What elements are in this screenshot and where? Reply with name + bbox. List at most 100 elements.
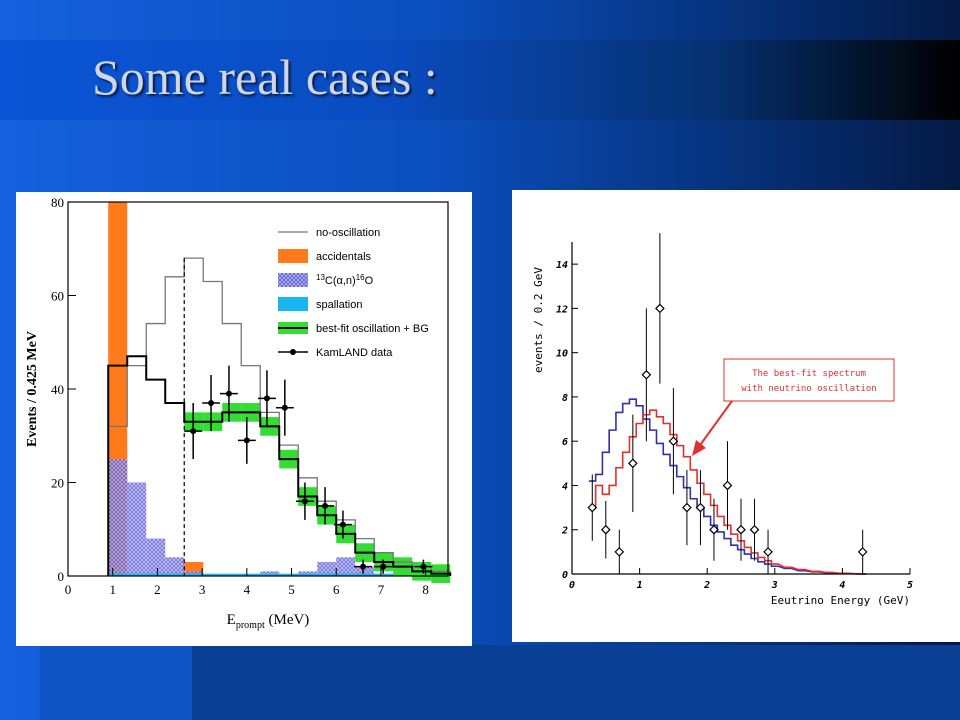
data-point	[243, 437, 250, 444]
y-tick-label: 40	[51, 382, 64, 397]
legend-label: best-fit oscillation + BG	[316, 323, 429, 335]
legend-label: accidentals	[316, 251, 372, 263]
spallation-bar	[146, 573, 166, 576]
data-point	[857, 547, 868, 557]
data-point	[614, 547, 625, 557]
x-axis-label: Eeutrino Energy (GeV)	[771, 594, 910, 607]
x-tick-label: 1	[637, 580, 643, 591]
data-point	[600, 524, 611, 535]
c13-bar	[108, 459, 128, 576]
annotation-arrowhead	[692, 440, 706, 456]
slide-title: Some real cases :	[92, 49, 438, 105]
y-tick-label: 0	[58, 569, 65, 584]
legend-swatch-c13	[278, 273, 308, 287]
data-point	[281, 404, 288, 411]
data-point	[682, 502, 692, 513]
spallation-bar	[374, 573, 394, 576]
spallation-bar	[108, 573, 128, 576]
y-tick-label: 80	[51, 195, 64, 210]
annotation-line-2: with neutrino oscillation	[741, 384, 876, 394]
legend-label: spallation	[316, 299, 362, 311]
x-tick-label: 1	[109, 582, 116, 597]
x-tick-label: 8	[422, 582, 429, 597]
y-axis-label: events / 0.2 GeV	[532, 267, 545, 373]
spallation-bar	[279, 573, 299, 576]
annotation-arrow-shaft	[697, 400, 733, 449]
x-tick-label: 3	[199, 582, 206, 597]
c13-bar	[146, 538, 166, 576]
x-tick-label: 4	[244, 582, 251, 597]
red-spectrum-line	[588, 409, 867, 575]
x-tick-label: 2	[703, 580, 710, 591]
data-point	[380, 563, 387, 570]
data-point	[420, 563, 427, 570]
spallation-bar	[317, 573, 337, 576]
x-tick-label: 2	[154, 582, 161, 597]
y-tick-label: 8	[562, 393, 568, 404]
c13-bar	[336, 557, 356, 576]
blue-spectrum-line	[588, 398, 867, 575]
x-tick-label: 3	[771, 580, 778, 591]
x-tick-label: 7	[378, 582, 385, 597]
data-point	[587, 502, 598, 513]
spallation-bar	[184, 573, 204, 576]
y-tick-label: 2	[561, 526, 568, 537]
legend-swatch-data-point	[290, 349, 296, 355]
data-point	[301, 498, 308, 505]
legend-swatch-accidentals	[278, 249, 308, 263]
legend-label: 13C(α,n)16O	[316, 273, 374, 287]
footer-decoration-right	[192, 645, 960, 720]
spallation-bar	[260, 573, 280, 576]
c13-bar	[127, 482, 147, 576]
c13-bar	[355, 566, 375, 576]
c13-bar	[317, 561, 337, 576]
spallation-bar	[165, 573, 185, 576]
data-point	[763, 547, 773, 557]
y-tick-label: 20	[51, 476, 64, 491]
data-point	[225, 390, 232, 397]
data-point	[263, 395, 270, 402]
data-point	[722, 480, 733, 491]
spallation-bar	[241, 573, 261, 576]
legend-label: no-oscillation	[316, 227, 380, 239]
data-point	[695, 502, 706, 513]
spallation-bar	[127, 573, 147, 576]
spallation-bar	[298, 573, 318, 576]
c13-bar	[260, 571, 280, 576]
data-point	[360, 563, 367, 570]
kamland-chart-panel: 0 1 2 3 4 5 6 7 8 0 20 40 60 80 Eprompt (MeV) Events / …	[16, 192, 472, 646]
data-point	[641, 369, 652, 380]
data-point	[736, 524, 746, 535]
y-tick-label: 4	[562, 481, 568, 492]
data-point	[190, 428, 197, 435]
c13-bar	[184, 571, 204, 576]
c13-bar	[165, 557, 185, 576]
x-tick-label: 0	[65, 582, 72, 597]
data-point	[668, 436, 679, 447]
spallation-bar	[355, 573, 375, 576]
x-tick-label: 6	[333, 582, 340, 597]
y-tick-label: 6	[562, 437, 568, 448]
y-tick-label: 0	[562, 570, 568, 581]
spallation-bar	[203, 573, 223, 576]
y-tick-label: 14	[556, 260, 568, 271]
c13-bar	[298, 571, 318, 576]
y-tick-label: 60	[51, 289, 64, 304]
neutrino-energy-chart-panel: 0 1 2 3 4 5 0 2 4 6 8 10 12 14 Eeutrino Energy (GeV) ev…	[512, 190, 960, 642]
legend-swatch-spallation	[278, 297, 308, 311]
data-point	[655, 303, 665, 314]
x-axis-label: Eprompt (MeV)	[227, 612, 310, 631]
x-tick-label: 4	[839, 580, 845, 591]
data-point	[208, 400, 215, 407]
data-point	[322, 502, 329, 509]
data-point	[709, 524, 719, 535]
y-tick-label: 10	[556, 349, 568, 360]
x-tick-label: 5	[288, 582, 295, 597]
data-point	[627, 458, 638, 469]
spallation-bar	[222, 573, 242, 576]
y-axis-label: Events / 0.425 MeV	[25, 331, 40, 447]
x-tick-label: 5	[907, 580, 913, 591]
title-bar	[0, 40, 960, 120]
